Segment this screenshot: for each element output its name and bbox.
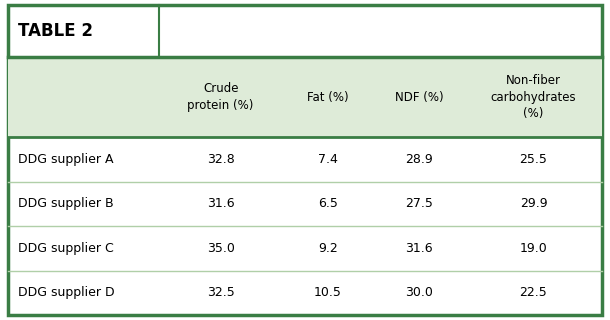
Text: 31.6: 31.6 bbox=[406, 242, 433, 255]
Text: 6.5: 6.5 bbox=[318, 197, 338, 210]
Text: 31.6: 31.6 bbox=[207, 197, 234, 210]
Text: 27.5: 27.5 bbox=[405, 197, 433, 210]
Text: 28.9: 28.9 bbox=[406, 153, 433, 166]
Text: Fat (%): Fat (%) bbox=[307, 91, 349, 103]
Text: NDF (%): NDF (%) bbox=[395, 91, 443, 103]
Text: DDG supplier C: DDG supplier C bbox=[18, 242, 113, 255]
Text: 30.0: 30.0 bbox=[405, 286, 433, 299]
Text: 19.0: 19.0 bbox=[520, 242, 547, 255]
Text: DDG supplier A: DDG supplier A bbox=[18, 153, 113, 166]
Text: 29.9: 29.9 bbox=[520, 197, 547, 210]
Text: 22.5: 22.5 bbox=[520, 286, 547, 299]
Text: 9.2: 9.2 bbox=[318, 242, 338, 255]
Text: Non-fiber
carbohydrates
(%): Non-fiber carbohydrates (%) bbox=[490, 74, 576, 121]
Text: DDG supplier B: DDG supplier B bbox=[18, 197, 113, 210]
Text: 35.0: 35.0 bbox=[207, 242, 235, 255]
Text: TABLE 2: TABLE 2 bbox=[18, 22, 93, 40]
Text: DDG supplier D: DDG supplier D bbox=[18, 286, 115, 299]
Bar bbox=[8, 57, 602, 137]
Text: 7.4: 7.4 bbox=[318, 153, 338, 166]
Text: Crude
protein (%): Crude protein (%) bbox=[187, 82, 254, 112]
Text: 10.5: 10.5 bbox=[314, 286, 342, 299]
Text: 32.8: 32.8 bbox=[207, 153, 234, 166]
Text: 25.5: 25.5 bbox=[520, 153, 547, 166]
Text: 32.5: 32.5 bbox=[207, 286, 234, 299]
